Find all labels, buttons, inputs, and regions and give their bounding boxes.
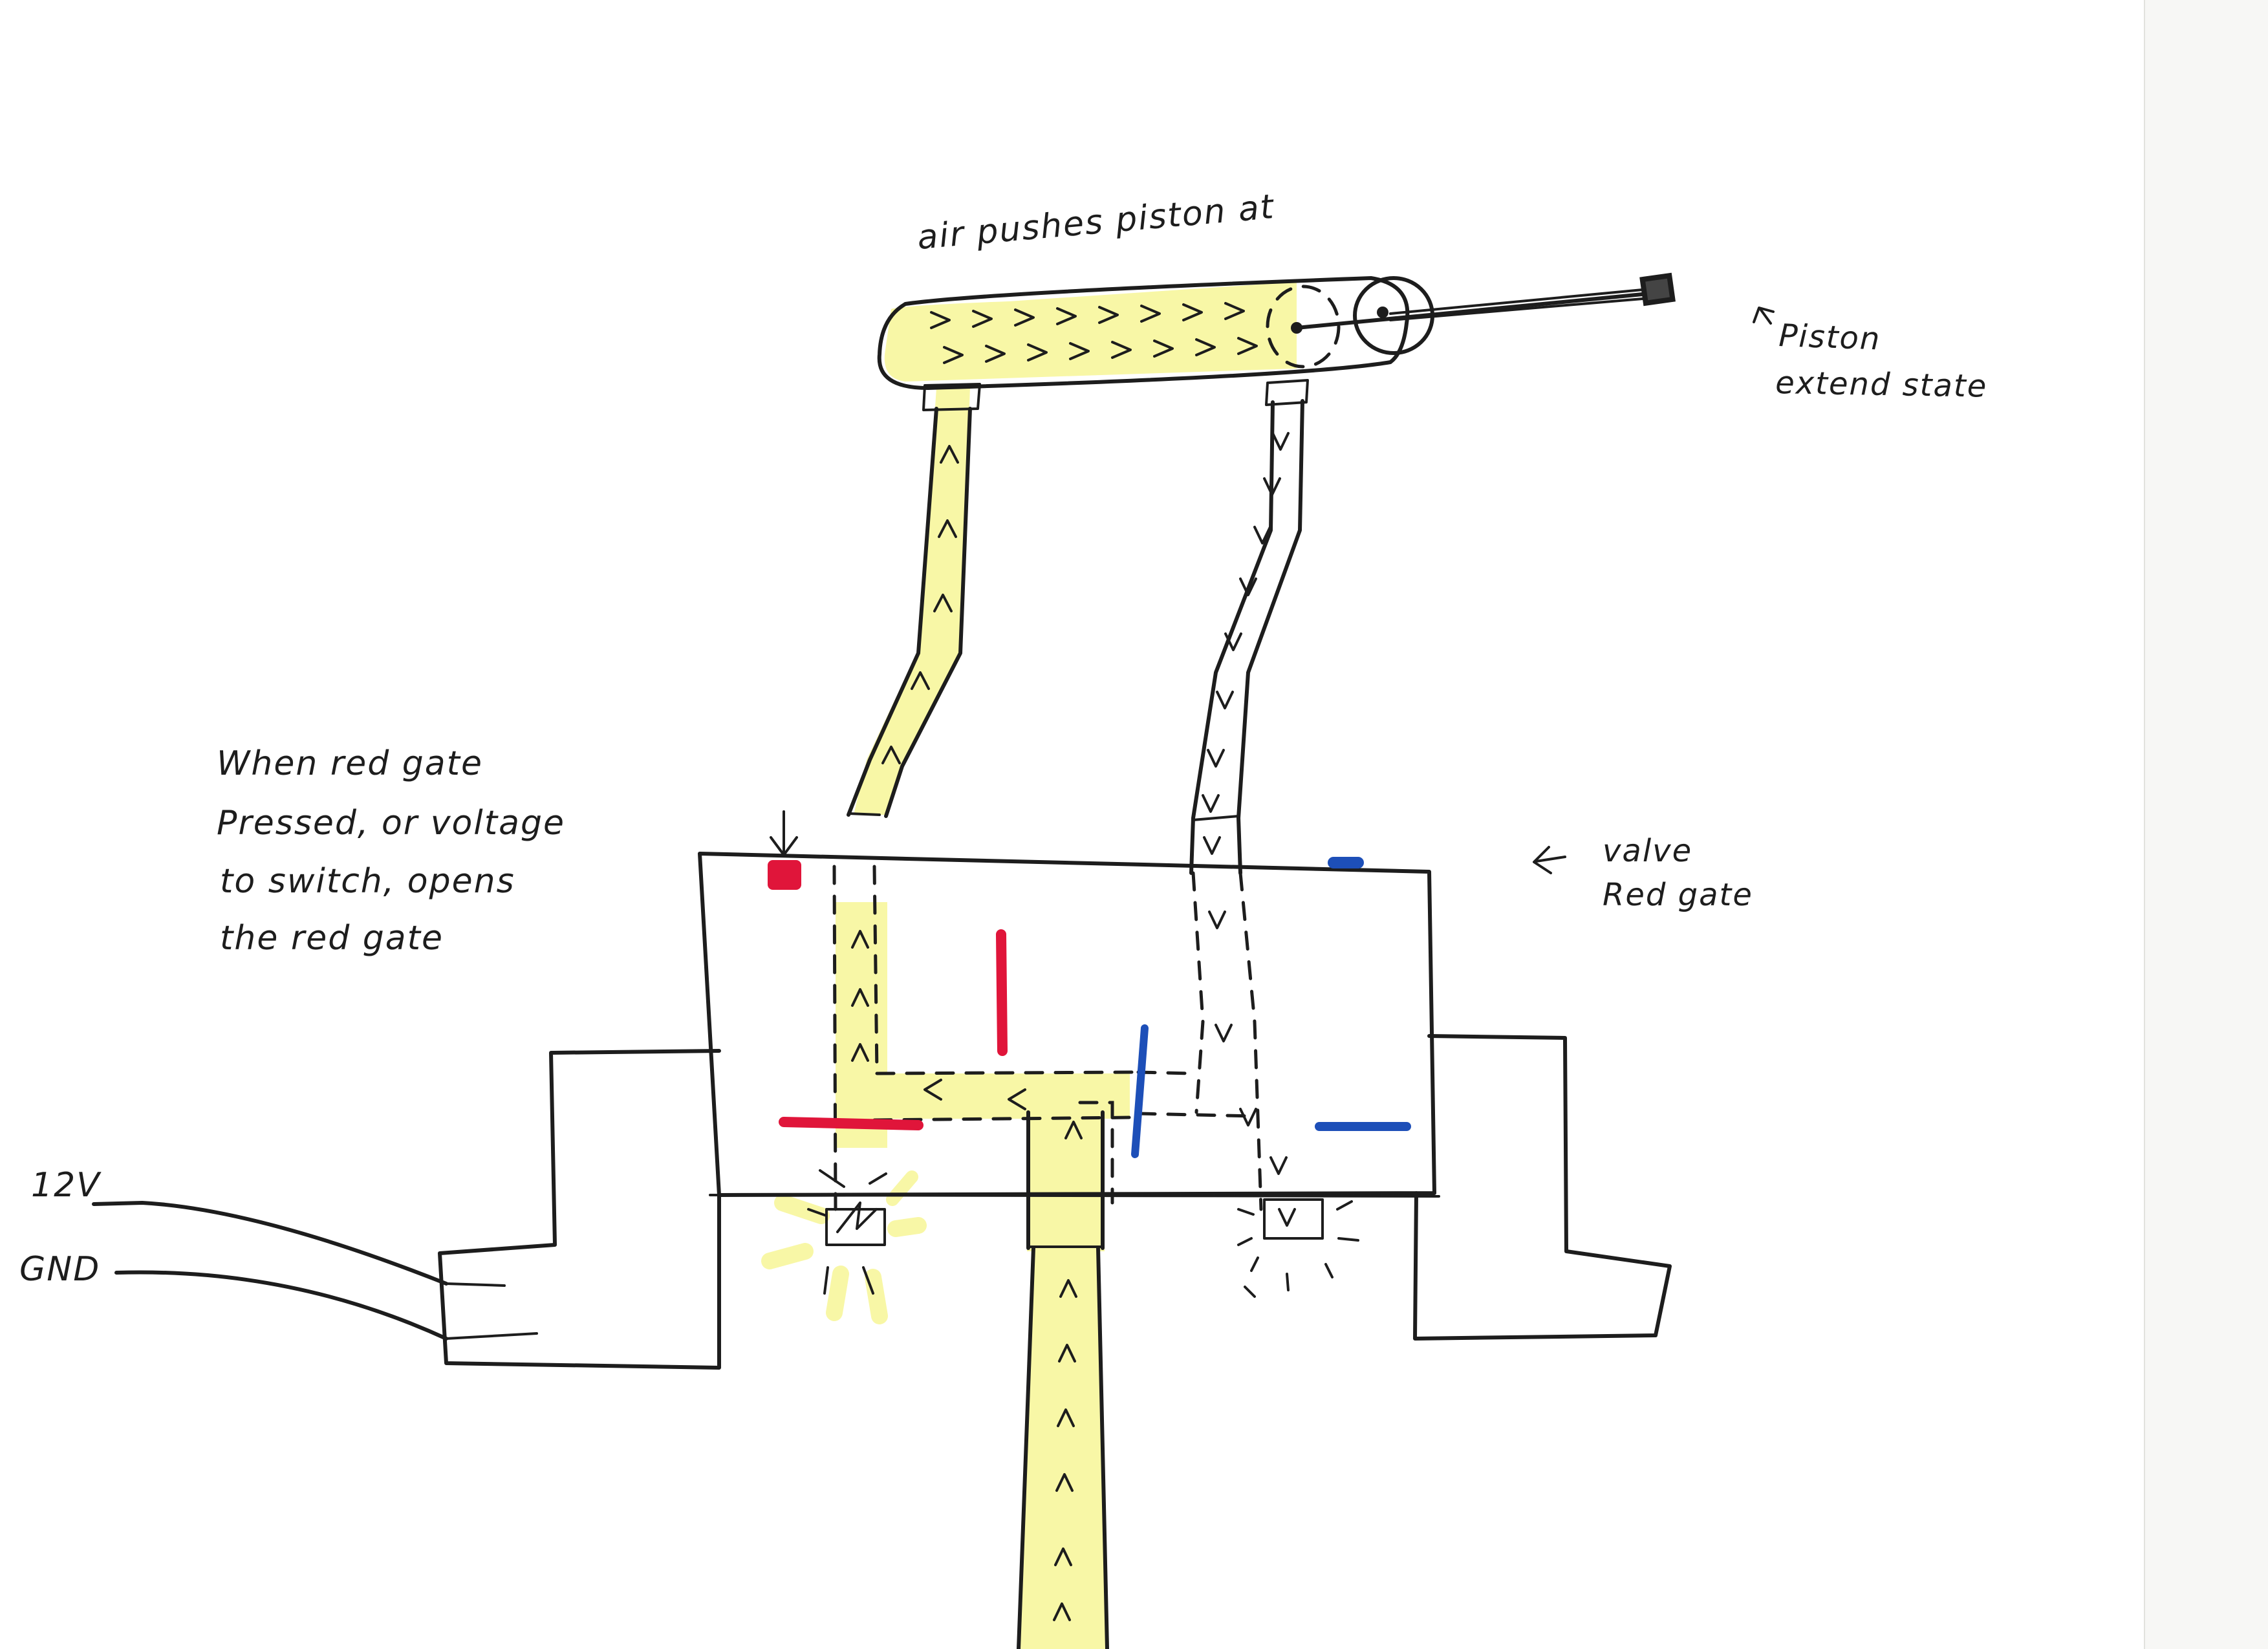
red-gate-note-line4: the red gate bbox=[220, 919, 444, 958]
right-exhaust-port bbox=[1237, 1198, 1359, 1298]
cylinder-flow-arrows bbox=[930, 302, 1258, 364]
piston-note-text: air pushes piston at bbox=[916, 188, 1276, 257]
valve-internal-passages bbox=[832, 865, 1288, 1211]
piston-state-line1: Piston bbox=[1778, 318, 1882, 357]
red-gate bbox=[768, 860, 1008, 1130]
pointer-arrows bbox=[770, 307, 1775, 874]
power-wires bbox=[92, 1201, 448, 1341]
left-exhaust-port bbox=[807, 1169, 887, 1295]
label-12v: 12V bbox=[31, 1166, 102, 1205]
supply-tube bbox=[1017, 1246, 1109, 1649]
red-gate-note-line1: When red gate bbox=[217, 744, 483, 783]
air-flow-highlight bbox=[761, 282, 1297, 1649]
scan-edge bbox=[2144, 0, 2268, 1649]
valve-label-line2: Red gate bbox=[1603, 877, 1753, 913]
right-hose bbox=[1189, 379, 1309, 875]
blue-gate bbox=[1131, 857, 1411, 1158]
left-hose bbox=[847, 383, 981, 818]
label-gnd: GND bbox=[19, 1250, 100, 1289]
piston-cylinder bbox=[877, 276, 1434, 390]
valve-label-line1: valve bbox=[1603, 833, 1692, 869]
piston-state-line2: extend state bbox=[1775, 365, 1988, 405]
valve-body bbox=[438, 852, 1672, 1370]
red-gate-note-line2: Pressed, or voltage bbox=[217, 804, 565, 843]
red-gate-note-line3: to switch, opens bbox=[220, 862, 515, 901]
piston-rod bbox=[1295, 272, 1676, 330]
